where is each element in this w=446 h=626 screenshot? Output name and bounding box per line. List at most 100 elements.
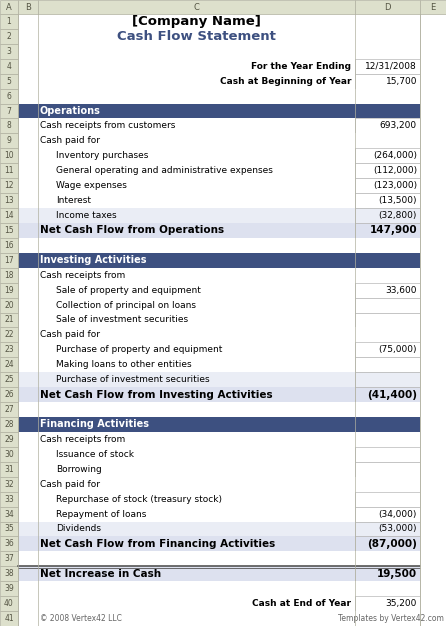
Text: 28: 28 [4, 420, 14, 429]
Bar [18, 521, 355, 536]
Bar [420, 238, 446, 253]
Bar [0, 327, 18, 342]
Text: Cash Flow Statement: Cash Flow Statement [117, 30, 276, 43]
Text: 11: 11 [4, 167, 14, 175]
Bar [420, 223, 446, 238]
Bar [420, 357, 446, 372]
Text: Sale of investment securities: Sale of investment securities [56, 316, 188, 324]
Bar [18, 29, 446, 44]
Bar [420, 148, 446, 163]
Bar [38, 0, 355, 14]
Bar [0, 208, 18, 223]
Text: 12/31/2008: 12/31/2008 [365, 62, 417, 71]
Bar [355, 342, 420, 357]
Text: (13,500): (13,500) [379, 196, 417, 205]
Text: 4: 4 [7, 62, 12, 71]
Bar [420, 506, 446, 521]
Text: Repayment of loans: Repayment of loans [56, 510, 146, 518]
Text: Cash paid for: Cash paid for [40, 480, 100, 489]
Bar [420, 29, 446, 44]
Bar [18, 133, 355, 148]
Bar [420, 103, 446, 118]
Bar [0, 477, 18, 491]
Text: Net Cash Flow from Operations: Net Cash Flow from Operations [40, 225, 224, 235]
Bar [18, 536, 355, 552]
Text: A: A [6, 3, 12, 11]
Text: 40: 40 [4, 599, 14, 608]
Text: Income taxes: Income taxes [56, 211, 116, 220]
Text: (75,000): (75,000) [379, 346, 417, 354]
Bar [18, 552, 446, 567]
Bar [0, 268, 18, 283]
Bar [355, 0, 420, 14]
Text: 25: 25 [4, 375, 14, 384]
Bar [0, 432, 18, 447]
Bar [18, 567, 355, 581]
Bar [18, 74, 355, 89]
Text: D: D [384, 3, 391, 11]
Bar [18, 372, 355, 387]
Bar [355, 506, 420, 521]
Text: 24: 24 [4, 361, 14, 369]
Bar [0, 29, 18, 44]
Text: Templates by Vertex42.com: Templates by Vertex42.com [338, 614, 444, 623]
Text: 20: 20 [4, 300, 14, 310]
Bar [355, 536, 420, 552]
Bar [420, 521, 446, 536]
Bar [420, 611, 446, 626]
Text: General operating and administrative expenses: General operating and administrative exp… [56, 167, 273, 175]
Text: Cash receipts from: Cash receipts from [40, 270, 125, 280]
Text: 1: 1 [7, 17, 12, 26]
Bar [18, 178, 355, 193]
Bar [18, 223, 355, 238]
Bar [18, 506, 355, 521]
Text: 5: 5 [7, 76, 12, 86]
Bar [355, 223, 420, 238]
Bar [0, 178, 18, 193]
Bar [420, 193, 446, 208]
Text: 35,200: 35,200 [386, 599, 417, 608]
Bar [355, 327, 420, 342]
Text: 32: 32 [4, 480, 14, 489]
Text: Collection of principal on loans: Collection of principal on loans [56, 300, 196, 310]
Bar [18, 0, 38, 14]
Bar [18, 208, 355, 223]
Text: B: B [25, 3, 31, 11]
Bar [355, 521, 420, 536]
Bar [420, 208, 446, 223]
Bar [0, 596, 18, 611]
Bar [355, 163, 420, 178]
Bar [0, 283, 18, 297]
Text: 9: 9 [7, 136, 12, 145]
Bar [18, 447, 355, 462]
Text: 3: 3 [7, 47, 12, 56]
Bar [355, 567, 420, 581]
Bar [18, 163, 355, 178]
Text: Cash at End of Year: Cash at End of Year [252, 599, 351, 608]
Bar [420, 491, 446, 506]
Bar [420, 178, 446, 193]
Text: 22: 22 [4, 331, 14, 339]
Text: (264,000): (264,000) [373, 151, 417, 160]
Bar [18, 283, 355, 297]
Bar [0, 193, 18, 208]
Text: Inventory purchases: Inventory purchases [56, 151, 149, 160]
Bar [0, 387, 18, 402]
Text: 18: 18 [4, 270, 14, 280]
Bar [18, 44, 446, 59]
Text: [Company Name]: [Company Name] [132, 15, 261, 28]
Text: 30: 30 [4, 450, 14, 459]
Text: For the Year Ending: For the Year Ending [251, 62, 351, 71]
Text: Purchase of investment securities: Purchase of investment securities [56, 375, 210, 384]
Bar [0, 567, 18, 581]
Bar [0, 447, 18, 462]
Bar [420, 253, 446, 268]
Bar [18, 477, 355, 491]
Text: E: E [430, 3, 436, 11]
Text: Cash receipts from customers: Cash receipts from customers [40, 121, 175, 130]
Bar [420, 89, 446, 103]
Text: 27: 27 [4, 405, 14, 414]
Bar [0, 611, 18, 626]
Text: 7: 7 [7, 106, 12, 116]
Bar [355, 193, 420, 208]
